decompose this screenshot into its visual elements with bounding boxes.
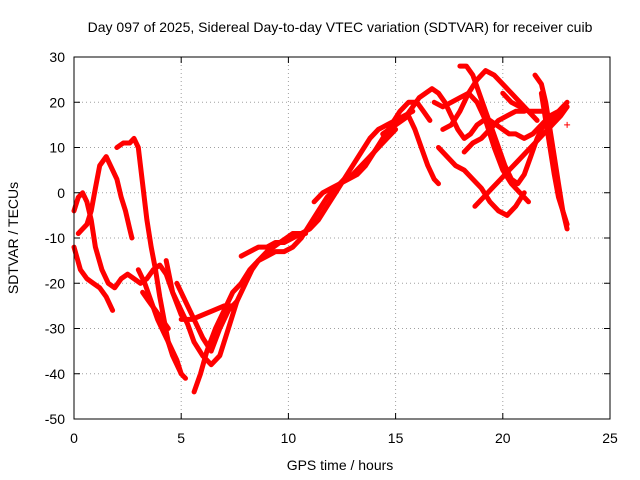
- series-track-w: [538, 90, 570, 227]
- y-tick-label: -40: [45, 366, 65, 382]
- y-tick-label: 0: [57, 185, 65, 201]
- series-track-s: [461, 108, 527, 155]
- x-tick-label: 0: [70, 430, 78, 446]
- series-track-a: [71, 190, 184, 318]
- y-tick-label: -30: [45, 321, 65, 337]
- x-axis-label: GPS time / hours: [287, 457, 394, 473]
- series-track-c: [75, 154, 135, 241]
- isolated-point-marker: [564, 121, 571, 128]
- y-axis-label: SDTVAR / TECUs: [5, 182, 21, 294]
- series-track-p: [436, 145, 527, 218]
- series-track-e: [135, 267, 184, 377]
- series-track-m: [380, 113, 441, 187]
- series-track-g: [163, 126, 399, 368]
- y-axis-ticks: -50 -40 -30 -20 -10 0 10 20 30: [45, 49, 610, 427]
- series-track-r: [457, 63, 570, 187]
- series-track-j: [191, 231, 309, 395]
- x-tick-label: 25: [602, 430, 618, 446]
- series-track-o: [431, 90, 531, 205]
- series-track-q: [440, 68, 540, 132]
- y-tick-label: 30: [49, 49, 65, 65]
- y-tick-label: 20: [49, 94, 65, 110]
- x-axis-ticks: 0 5 10 15 20 25: [70, 57, 618, 446]
- y-tick-label: -50: [45, 411, 65, 427]
- data-series-group: [71, 63, 571, 395]
- series-track-t: [472, 104, 570, 209]
- series-track-u: [500, 90, 549, 114]
- series-track-l: [311, 99, 433, 205]
- series-track-k: [238, 108, 416, 259]
- x-tick-label: 20: [495, 430, 511, 446]
- y-tick-label: 10: [49, 140, 65, 156]
- y-tick-label: -20: [45, 275, 65, 291]
- series-track-b: [71, 244, 116, 313]
- x-tick-label: 5: [177, 430, 185, 446]
- x-tick-label: 10: [281, 430, 297, 446]
- x-tick-label: 15: [388, 430, 404, 446]
- series-track-f: [140, 289, 171, 331]
- series-track-d: [114, 135, 188, 381]
- chart-title: Day 097 of 2025, Sidereal Day-to-day VTE…: [88, 19, 593, 35]
- series-track-n: [403, 86, 570, 141]
- y-tick-label: -10: [45, 230, 65, 246]
